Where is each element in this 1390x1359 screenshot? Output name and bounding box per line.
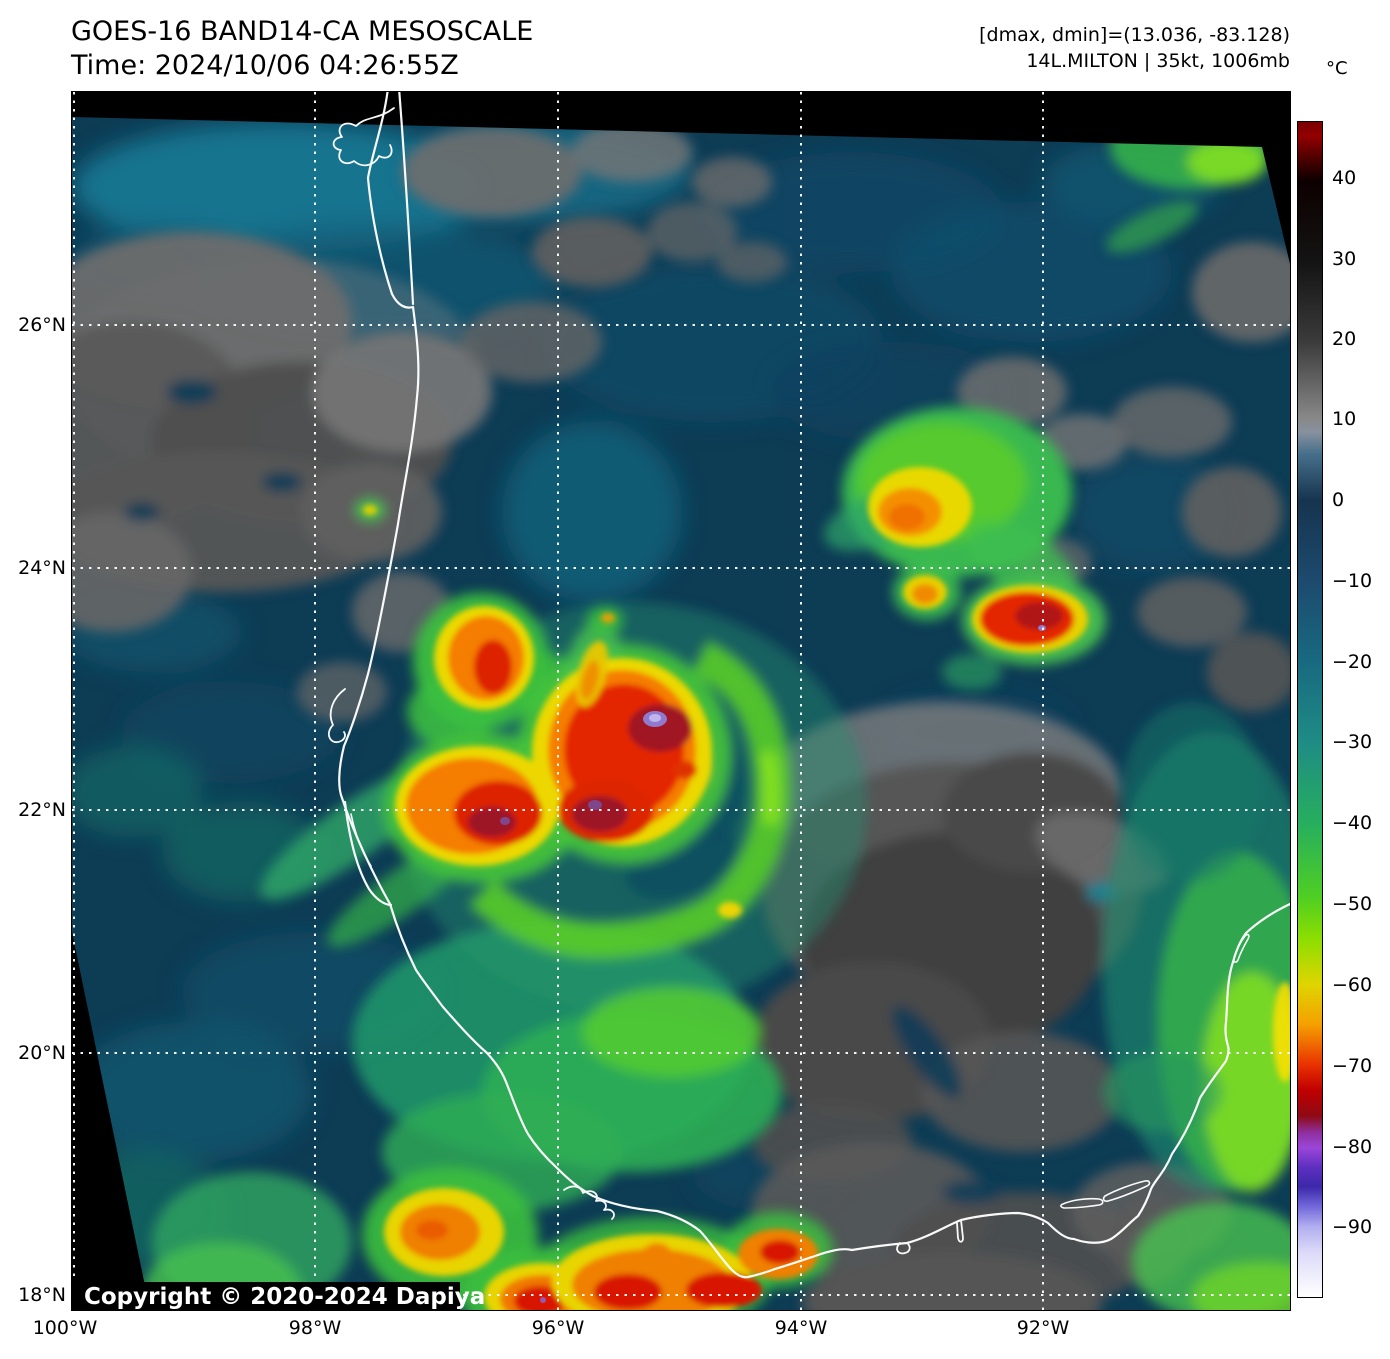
temperature-colorbar: [1297, 121, 1323, 1298]
colorbar-tick: 30: [1332, 248, 1357, 270]
colorbar-tick: 20: [1332, 328, 1357, 350]
colorbar-unit-label: °C: [1326, 58, 1348, 79]
satellite-imagery: Copyright © 2020-2024 Dapiya: [72, 92, 1290, 1310]
colorbar-tick: −40: [1332, 812, 1373, 834]
colorbar-tick: −10: [1332, 570, 1373, 592]
timestamp: Time: 2024/10/06 04:26:55Z: [71, 50, 459, 81]
page-title: GOES-16 BAND14-CA MESOSCALE: [71, 16, 534, 47]
colorbar-tick: −70: [1332, 1055, 1373, 1077]
lon-label-98w: 98°W: [288, 1317, 342, 1339]
colorbar-tick: −90: [1332, 1216, 1373, 1238]
lon-label-92w: 92°W: [1016, 1317, 1070, 1339]
colorbar-tick: 10: [1332, 408, 1357, 430]
storm-info-annotation: 14L.MILTON | 35kt, 1006mb: [1026, 50, 1290, 72]
lat-label-22n: 22°N: [18, 799, 66, 821]
colorbar-tick: 40: [1332, 167, 1357, 189]
satellite-map: Copyright © 2020-2024 Dapiya: [71, 91, 1291, 1311]
convection-core-layer: [363, 467, 1290, 1310]
lat-label-20n: 20°N: [18, 1042, 66, 1064]
colorbar-tick: −30: [1332, 731, 1373, 753]
lon-label-96w: 96°W: [531, 1317, 585, 1339]
lat-label-26n: 26°N: [18, 314, 66, 336]
colorbar-tick: 0: [1332, 489, 1345, 511]
copyright-badge: Copyright © 2020-2024 Dapiya: [72, 1282, 485, 1310]
colorbar-tick: −50: [1332, 893, 1373, 915]
colorbar-tick: −60: [1332, 974, 1373, 996]
gray-cloud-layer: [72, 122, 1290, 1310]
copyright-text: Copyright © 2020-2024 Dapiya: [84, 1284, 485, 1310]
dmax-dmin-annotation: [dmax, dmin]=(13.036, -83.128): [979, 24, 1290, 46]
overshoot-violet-spots: [500, 625, 1046, 1303]
colorbar-tick: −20: [1332, 651, 1373, 673]
lat-label-24n: 24°N: [18, 557, 66, 579]
coastline: [328, 92, 1290, 1279]
colorbar-tick: −80: [1332, 1136, 1373, 1158]
lon-label-100w: 100°W: [32, 1317, 98, 1339]
lat-label-18n: 18°N: [18, 1284, 66, 1306]
lon-label-94w: 94°W: [774, 1317, 828, 1339]
